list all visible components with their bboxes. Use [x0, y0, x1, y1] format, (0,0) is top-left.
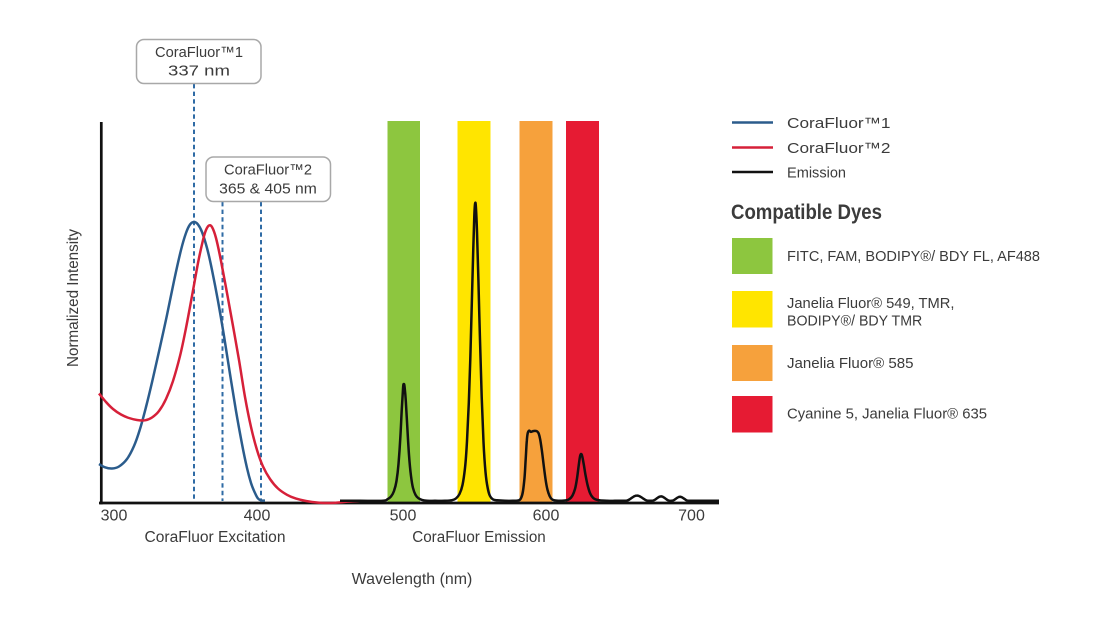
svg-text:600: 600 — [533, 508, 560, 525]
svg-text:CoraFluor™1: CoraFluor™1 — [155, 44, 243, 61]
svg-text:CoraFluor™2: CoraFluor™2 — [787, 140, 891, 157]
svg-text:337 nm: 337 nm — [168, 63, 230, 80]
svg-text:BODIPY®/ BDY TMR: BODIPY®/ BDY TMR — [787, 313, 922, 330]
svg-text:400: 400 — [244, 508, 271, 525]
svg-text:Emission: Emission — [787, 165, 846, 182]
svg-text:CoraFluor™2: CoraFluor™2 — [224, 162, 312, 179]
svg-text:Wavelength (nm): Wavelength (nm) — [352, 571, 473, 588]
svg-text:FITC, FAM, BODIPY®/ BDY FL, AF: FITC, FAM, BODIPY®/ BDY FL, AF488 — [787, 248, 1040, 265]
svg-text:CoraFluor Emission: CoraFluor Emission — [412, 529, 546, 546]
svg-text:Janelia Fluor® 549, TMR,: Janelia Fluor® 549, TMR, — [787, 295, 955, 312]
svg-text:500: 500 — [390, 508, 417, 525]
svg-text:Janelia Fluor® 585: Janelia Fluor® 585 — [787, 355, 914, 372]
svg-text:CoraFluor Excitation: CoraFluor Excitation — [145, 529, 286, 546]
svg-text:CoraFluor™1: CoraFluor™1 — [787, 115, 891, 132]
svg-text:Cyanine 5, Janelia Fluor® 635: Cyanine 5, Janelia Fluor® 635 — [787, 406, 987, 423]
svg-text:365 & 405 nm: 365 & 405 nm — [219, 181, 317, 198]
svg-text:300: 300 — [101, 508, 128, 525]
svg-text:700: 700 — [678, 508, 705, 525]
svg-text:Compatible Dyes: Compatible Dyes — [731, 201, 882, 224]
svg-text:Normalized Intensity: Normalized Intensity — [65, 229, 82, 367]
